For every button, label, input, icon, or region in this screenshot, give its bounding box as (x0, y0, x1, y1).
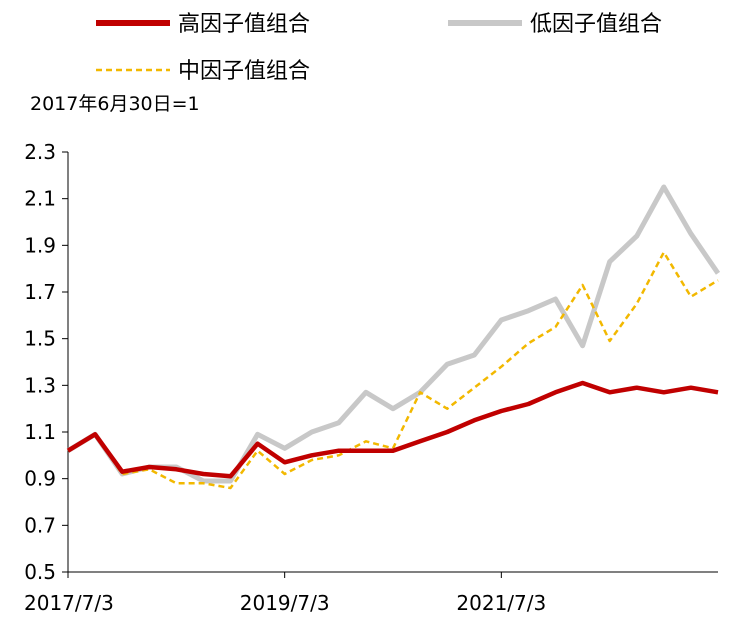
y-tick-label: 0.7 (24, 513, 56, 537)
series-line-high (66, 380, 719, 479)
y-tick-label: 1.1 (24, 420, 56, 444)
y-tick-label: 2.3 (24, 140, 56, 164)
y-tick-label: 0.5 (24, 560, 56, 584)
y-tick-label: 0.9 (24, 467, 56, 491)
base-date-note: 2017年6月30日=1 (30, 93, 200, 115)
y-tick-label: 1.9 (24, 233, 56, 257)
series-lines (66, 184, 721, 490)
series-line-mid (67, 251, 719, 490)
x-tick-label: 2019/7/3 (240, 591, 330, 615)
legend-label-high: 高因子值组合 (178, 12, 310, 37)
y-tick-label: 1.3 (24, 373, 56, 397)
y-tick-label: 1.7 (24, 280, 56, 304)
series-line-low (66, 184, 721, 484)
x-ticks: 2017/7/3 2019/7/3 2021/7/3 (24, 572, 546, 615)
x-tick-label: 2021/7/3 (456, 591, 546, 615)
y-ticks: 0.5 0.7 0.9 1.1 1.3 1.5 1.7 1.9 2.1 2.3 (24, 140, 68, 584)
legend-label-low: 低因子值组合 (530, 12, 662, 37)
y-tick-label: 2.1 (24, 187, 56, 211)
x-tick-label: 2017/7/3 (24, 591, 114, 615)
axes (67, 152, 718, 573)
legend-label-mid: 中因子值组合 (178, 59, 310, 84)
y-tick-label: 1.5 (24, 327, 56, 351)
legend: 高因子值组合 低因子值组合 中因子值组合 (96, 12, 662, 84)
